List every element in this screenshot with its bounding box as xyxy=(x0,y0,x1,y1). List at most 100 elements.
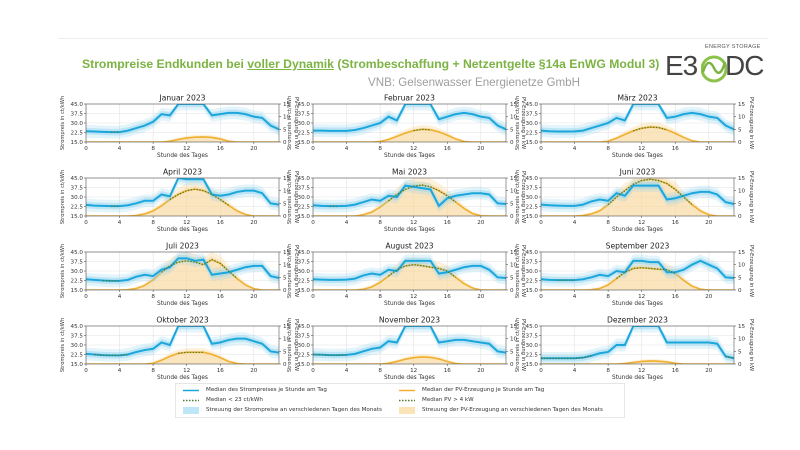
title-emphasis: voller Dynamik xyxy=(247,57,334,71)
price-median-line xyxy=(541,104,734,133)
y-tick-label-left: 37.5 xyxy=(71,260,84,266)
plot-area xyxy=(313,326,506,364)
pv-high-dotted xyxy=(633,126,668,132)
y-axis-label-right: PV-Erzeugung in kW xyxy=(748,97,754,149)
x-tick-label: 12 xyxy=(638,220,645,226)
y-tick-label-left: 15.0 xyxy=(71,214,84,220)
y-tick-label-left: 22.5 xyxy=(71,353,84,359)
x-tick-label: 0 xyxy=(539,146,543,152)
y-tick-label-left: 15.0 xyxy=(526,288,539,294)
price-band-outer xyxy=(541,179,734,213)
y-tick-label-right: 15 xyxy=(510,324,518,330)
panel-title: Mai 2023 xyxy=(392,168,427,177)
x-tick-label: 12 xyxy=(410,294,417,300)
y-axis-label-left: Strompreis in ct/kWh xyxy=(287,170,293,224)
chart-title: Strompreise Endkunden bei voller Dynamik… xyxy=(82,57,659,71)
y-tick-label-right: 0 xyxy=(510,362,514,368)
y-tick-label-left: 22.5 xyxy=(71,205,84,211)
x-axis-label: Stunde des Tages xyxy=(612,153,663,159)
x-tick-label: 4 xyxy=(573,146,577,152)
pv-band-inner xyxy=(541,178,734,216)
x-tick-label: 20 xyxy=(250,294,258,300)
y-tick-label-left: 22.5 xyxy=(298,279,311,285)
chart-panel: März 2023 0 4 8 12 16 20 Stunde des Tages 15.0 22… xyxy=(515,94,754,160)
chart-panel: Mai 2023 0 4 8 12 16 20 Stunde des Tages 15.0 22.… xyxy=(287,168,526,234)
x-tick-label: 16 xyxy=(217,368,225,374)
x-axis-label: Stunde des Tages xyxy=(157,227,208,233)
panel-title: Dezember 2023 xyxy=(607,316,668,325)
pv-band-inner xyxy=(541,264,734,290)
x-tick-label: 12 xyxy=(410,146,417,152)
plot-area xyxy=(313,254,506,290)
x-tick-label: 8 xyxy=(378,368,382,374)
pv-band-inner xyxy=(313,355,506,364)
y-tick-label-right: 0 xyxy=(283,362,287,368)
y-tick-label-right: 15 xyxy=(738,324,746,330)
y-tick-label-right: 0 xyxy=(738,362,742,368)
plot-area xyxy=(313,178,506,216)
y-axis-label-left: Strompreis in ct/kWh xyxy=(515,170,521,224)
y-tick-label-right: 10 xyxy=(510,115,518,121)
y-tick-label-left: 37.5 xyxy=(526,260,539,266)
logo-tagline: ENERGY STORAGE xyxy=(705,44,761,50)
y-tick-label-left: 22.5 xyxy=(71,131,84,137)
y-tick-label-left: 15.0 xyxy=(526,140,539,146)
pv-band-outer xyxy=(86,348,279,364)
y-tick-label-left: 45.0 xyxy=(71,250,84,256)
y-tick-label-left: 15.0 xyxy=(298,362,311,368)
y-tick-label-left: 45.0 xyxy=(298,102,311,108)
y-tick-label-left: 37.5 xyxy=(298,186,311,192)
pv-band-inner xyxy=(313,261,506,290)
y-axis-label-left: Strompreis in ct/kWh xyxy=(60,96,66,150)
y-axis-label-left: Strompreis in ct/kWh xyxy=(287,244,293,298)
y-tick-label-right: 0 xyxy=(283,288,287,294)
y-tick-label-right: 0 xyxy=(283,140,287,146)
x-tick-label: 4 xyxy=(118,146,122,152)
y-tick-label-right: 5 xyxy=(738,349,742,355)
pv-high-dotted xyxy=(169,188,230,206)
x-axis-label: Stunde des Tages xyxy=(384,301,435,307)
y-tick-label-right: 5 xyxy=(510,201,514,207)
y-tick-label-right: 5 xyxy=(510,127,514,133)
panel-title: November 2023 xyxy=(379,316,440,325)
x-axis-label: Stunde des Tages xyxy=(157,375,208,381)
y-tick-label-right: 10 xyxy=(738,337,746,343)
price-band-inner xyxy=(86,326,279,359)
y-tick-label-left: 30.0 xyxy=(298,269,311,275)
chart-panel: Juli 2023 0 4 8 12 16 20 Stunde des Tages 15.0 22… xyxy=(60,242,299,308)
x-tick-label: 0 xyxy=(311,368,315,374)
plot-area xyxy=(86,252,279,290)
y-tick-label-left: 22.5 xyxy=(526,353,539,359)
x-tick-label: 8 xyxy=(606,146,610,152)
x-tick-label: 0 xyxy=(539,220,543,226)
x-tick-label: 16 xyxy=(672,294,680,300)
x-tick-label: 8 xyxy=(378,146,382,152)
y-tick-label-left: 37.5 xyxy=(71,186,84,192)
y-tick-label-left: 15.0 xyxy=(298,214,311,220)
y-tick-label-right: 0 xyxy=(738,214,742,220)
price-band-inner xyxy=(541,104,734,135)
y-tick-label-right: 10 xyxy=(283,189,291,195)
price-band-inner xyxy=(86,178,279,210)
pv-band-inner xyxy=(313,181,506,216)
price-band-inner xyxy=(86,104,279,136)
x-tick-label: 8 xyxy=(151,220,155,226)
pv-band-outer xyxy=(313,124,506,142)
panel-title: Januar 2023 xyxy=(158,94,205,103)
y-tick-label-left: 45.0 xyxy=(298,176,311,182)
y-tick-label-left: 15.0 xyxy=(71,140,84,146)
pv-band-inner xyxy=(86,350,279,364)
x-tick-label: 4 xyxy=(118,368,122,374)
y-tick-label-left: 37.5 xyxy=(298,112,311,118)
y-tick-label-left: 30.0 xyxy=(526,343,539,349)
y-tick-label-right: 0 xyxy=(510,140,514,146)
y-axis-label-left: Strompreis in ct/kWh xyxy=(60,244,66,298)
x-tick-label: 12 xyxy=(410,368,417,374)
pv-band-inner xyxy=(86,185,279,216)
price-band-inner xyxy=(313,104,506,135)
x-tick-label: 12 xyxy=(638,368,645,374)
y-tick-label-left: 45.0 xyxy=(298,324,311,330)
x-axis-label: Stunde des Tages xyxy=(157,301,208,307)
x-tick-label: 20 xyxy=(477,368,485,374)
